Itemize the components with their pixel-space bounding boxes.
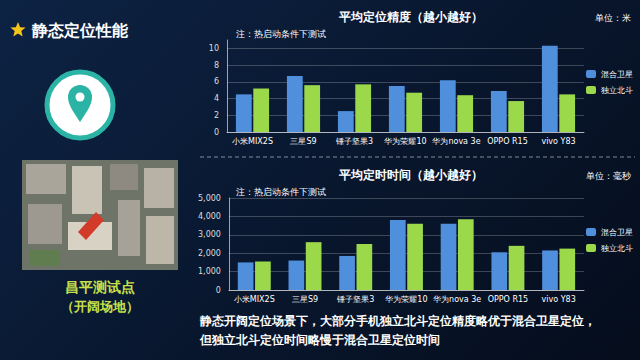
html-text:但独立北斗定位时间略慢于混合卫星定位时间: 但独立北斗定位时间略慢于混合卫星定位时间	[200, 333, 440, 347]
svg-text:小米MIX2S: 小米MIX2S	[234, 295, 275, 304]
svg-text:OPPO R15: OPPO R15	[487, 137, 528, 146]
svg-text:华为nova 3e: 华为nova 3e	[432, 137, 480, 146]
svg-text:vivo Y83: vivo Y83	[542, 295, 576, 304]
svg-text:OPPO R15: OPPO R15	[488, 295, 529, 304]
svg-text:单位：米: 单位：米	[595, 13, 631, 23]
svg-text:独立北斗: 独立北斗	[601, 86, 633, 95]
svg-text:独立北斗: 独立北斗	[601, 244, 633, 253]
svg-text:5,000: 5,000	[198, 194, 221, 203]
svg-text:混合卫星: 混合卫星	[601, 228, 633, 237]
svg-text:2: 2	[214, 111, 219, 120]
svg-text:锤子坚果3: 锤子坚果3	[336, 295, 374, 304]
svg-text:华为荣耀10: 华为荣耀10	[385, 295, 427, 304]
svg-text:0: 0	[216, 286, 221, 295]
svg-text:4: 4	[214, 94, 219, 103]
svg-text:注：热启动条件下测试: 注：热启动条件下测试	[236, 29, 326, 39]
svg-text:三星S9: 三星S9	[292, 295, 318, 304]
svg-text:8: 8	[214, 61, 219, 70]
svg-text:0: 0	[214, 128, 219, 137]
svg-text:10: 10	[209, 44, 219, 53]
svg-text:3,000: 3,000	[198, 230, 221, 239]
svg-text:昌平测试点: 昌平测试点	[65, 279, 135, 295]
svg-text:华为nova 3e: 华为nova 3e	[433, 295, 481, 304]
svg-text:三星S9: 三星S9	[290, 137, 316, 146]
svg-text:4,000: 4,000	[198, 212, 221, 221]
svg-text:华为荣耀10: 华为荣耀10	[384, 137, 426, 146]
svg-text:（开阔场地）: （开阔场地）	[61, 299, 139, 314]
svg-text:6: 6	[214, 77, 219, 86]
html-text:静态开阔定位场景下，大部分手机独立北斗定位精度略优于混合卫星: 静态开阔定位场景下，大部分手机独立北斗定位精度略优于混合卫星定位，	[200, 314, 596, 328]
svg-text:2,000: 2,000	[198, 249, 221, 258]
svg-text:注：热启动条件下测试: 注：热启动条件下测试	[236, 187, 326, 197]
svg-text:混合卫星: 混合卫星	[601, 70, 633, 79]
svg-text:1,000: 1,000	[198, 267, 221, 276]
svg-text:静态定位性能: 静态定位性能	[31, 21, 128, 40]
svg-text:单位：毫秒: 单位：毫秒	[586, 171, 631, 181]
svg-text:锤子坚果3: 锤子坚果3	[335, 137, 373, 146]
svg-text:平均定时时间（越小越好）: 平均定时时间（越小越好）	[338, 168, 483, 182]
svg-text:小米MIX2S: 小米MIX2S	[232, 137, 273, 146]
svg-text:平均定位精度（越小越好）: 平均定位精度（越小越好）	[338, 10, 483, 24]
svg-text:vivo Y83: vivo Y83	[541, 137, 575, 146]
